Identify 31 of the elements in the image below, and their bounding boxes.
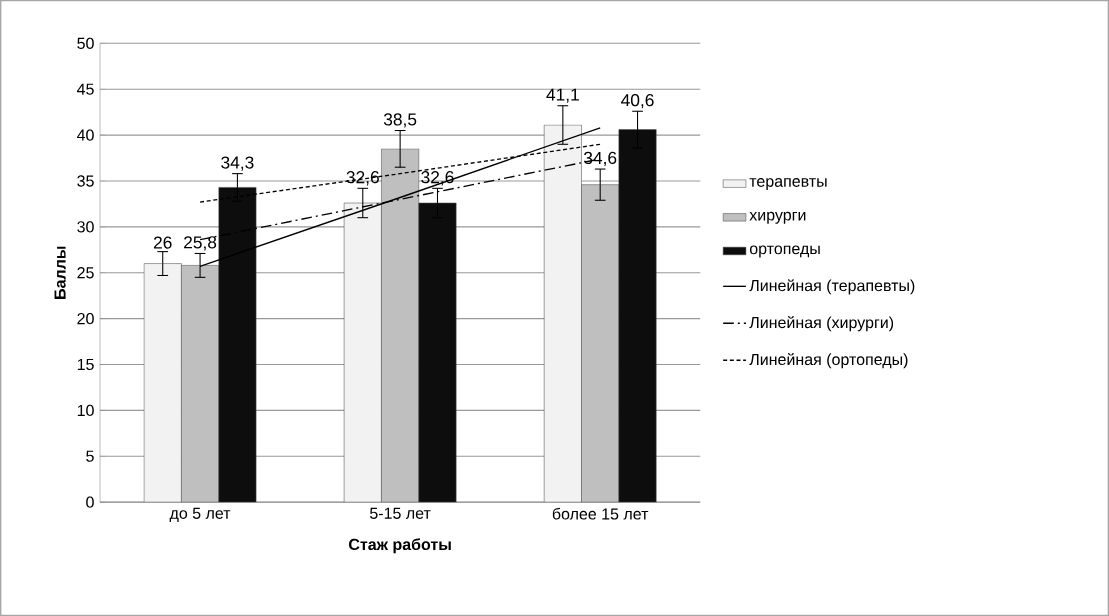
y-tick-label: 0 [86, 496, 94, 508]
x-axis-title: Стаж работы [349, 538, 451, 554]
data-label: 41,1 [546, 88, 579, 103]
data-label: 40,6 [621, 93, 654, 109]
x-tick-label: до 5 лет [169, 507, 231, 522]
y-tick-label: 15 [77, 358, 94, 370]
y-tick-label: 5 [86, 450, 94, 462]
y-tick-label: 50 [77, 37, 94, 49]
data-label: 32,6 [421, 170, 454, 186]
legend-label: Линейная (хирурги) [749, 316, 894, 332]
y-tick-label: 20 [77, 312, 94, 325]
x-tick-label: 5-15 лет [370, 507, 431, 519]
data-label: 34,3 [221, 156, 254, 171]
legend-label: ортопеды [749, 245, 820, 258]
x-tick-label: более 15 лет [552, 507, 649, 520]
legend-label: Линейная (терапевты) [749, 279, 915, 295]
legend-label: Линейная (ортопеды) [749, 353, 908, 369]
data-label: 32,6 [346, 170, 379, 186]
data-label: 26 [153, 236, 172, 249]
y-tick-label: 25 [77, 267, 94, 279]
data-label: 25,8 [184, 236, 217, 251]
data-label: 38,5 [383, 113, 417, 128]
y-tick-label: 10 [77, 404, 94, 416]
y-axis-title: Баллы [54, 246, 66, 299]
data-label: 34,6 [583, 151, 617, 167]
legend-label: терапевты [749, 178, 827, 190]
legend-label: хирурги [749, 211, 806, 224]
y-tick-label: 35 [77, 175, 94, 187]
y-tick-label: 45 [77, 83, 94, 95]
y-tick-label: 40 [77, 129, 94, 141]
y-tick-label: 30 [77, 221, 94, 233]
